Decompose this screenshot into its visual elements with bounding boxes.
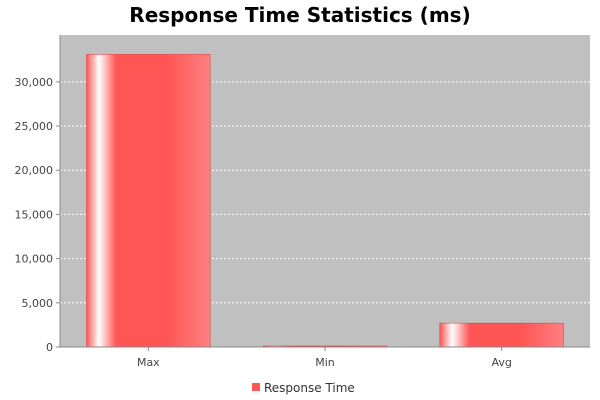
y-tick-label: 10,000 [15,253,54,266]
legend: Response Time [252,381,355,395]
y-tick-label: 15,000 [15,208,54,221]
y-axis-ticks: 0 5,000 10,000 15,000 20,000 25,000 30,000 [15,76,60,354]
bar-max [86,54,211,348]
bar-avg [439,322,564,348]
chart-title: Response Time Statistics (ms) [129,3,470,27]
x-tick-label-max: Max [137,356,160,369]
y-tick-label: 0 [46,341,53,354]
y-tick-label: 5,000 [22,297,54,310]
legend-label-response-time: Response Time [264,381,355,395]
y-tick-label: 25,000 [15,120,54,133]
y-tick-label: 20,000 [15,164,54,177]
x-tick-label-avg: Avg [491,356,511,369]
y-tick-label: 30,000 [15,76,54,89]
x-axis-ticks: Max Min Avg [137,347,512,369]
bars [86,54,564,348]
legend-swatch-response-time [252,383,260,391]
x-tick-label-min: Min [315,356,335,369]
